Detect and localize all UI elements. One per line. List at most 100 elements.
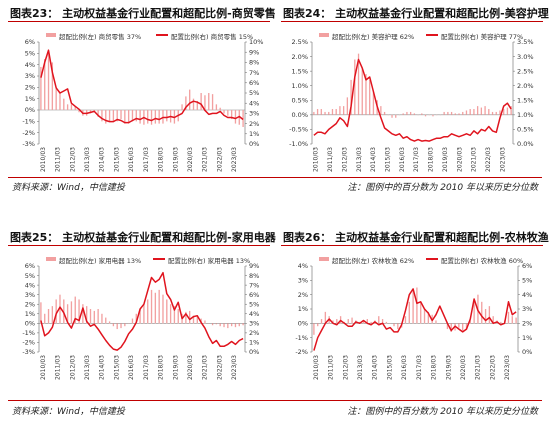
overweight-bar xyxy=(196,100,198,110)
overweight-bar xyxy=(336,319,338,324)
overweight-bar xyxy=(488,109,490,115)
left-tick-label: 3% xyxy=(25,291,35,299)
x-tick-label: 2014/03 xyxy=(99,355,106,380)
left-tick-label: -3% xyxy=(22,140,35,148)
right-tick-label: 8% xyxy=(249,59,259,67)
overweight-bar xyxy=(124,110,126,124)
overweight-bar xyxy=(63,299,65,324)
x-tick-label: 2019/03 xyxy=(442,147,449,172)
x-tick-label: 2020/03 xyxy=(187,355,194,380)
overweight-bar xyxy=(503,109,505,115)
overweight-bar xyxy=(97,110,99,117)
overweight-bar xyxy=(495,111,497,115)
allocation-line xyxy=(40,49,244,124)
legend-bar-swatch xyxy=(46,257,56,261)
x-tick-label: 2011/03 xyxy=(328,355,335,380)
right-tick-label: 2% xyxy=(522,320,532,328)
left-tick-label: 2% xyxy=(298,291,308,299)
x-tick-label: 2020/03 xyxy=(187,147,194,172)
source-note: 资料来源：Wind，中信建投 xyxy=(12,183,125,193)
overweight-bar xyxy=(158,110,160,124)
x-tick-label: 2016/03 xyxy=(399,147,406,172)
overweight-bar xyxy=(351,317,353,324)
overweight-bar xyxy=(59,294,61,324)
overweight-bar xyxy=(469,320,471,324)
overweight-bar xyxy=(507,311,510,324)
overweight-bar xyxy=(101,313,103,324)
legend-line-swatch xyxy=(153,258,165,260)
right-tick-label: 1.5% xyxy=(517,96,534,104)
overweight-bar xyxy=(192,315,195,324)
overweight-bar xyxy=(66,104,69,110)
x-tick-label: 2018/03 xyxy=(428,147,435,172)
left-tick-label: 1.0% xyxy=(291,82,308,90)
chart-beauty: -1.0% -0.5% 0.0% 0.5% 1.0% 1.5% 2.0% 2.5% 0.0% 0.… xyxy=(289,38,534,172)
overweight-bar xyxy=(131,110,134,122)
left-tick-label: -1% xyxy=(22,118,35,126)
overweight-bar xyxy=(350,79,352,115)
percentile-note: 注：图例中的百分数为 2010 年以来历史分位数 xyxy=(347,407,538,417)
left-tick-label: -2% xyxy=(22,129,35,137)
overweight-bar xyxy=(105,110,107,124)
x-tick-label: 2011/03 xyxy=(327,147,334,172)
left-tick-label: 3% xyxy=(298,277,308,285)
left-tick-label: 6% xyxy=(25,262,35,270)
right-tick-label: 6% xyxy=(522,262,532,270)
right-tick-label: 1% xyxy=(522,334,532,342)
right-tick-label: 5% xyxy=(249,89,259,97)
x-tick-label: 2022/03 xyxy=(485,147,492,172)
overweight-bar xyxy=(313,323,315,335)
overweight-bar xyxy=(500,321,502,324)
overweight-bar xyxy=(370,321,372,324)
left-tick-label: 4% xyxy=(25,61,35,69)
x-tick-label: 2022/03 xyxy=(216,355,223,380)
overweight-bar xyxy=(166,299,168,324)
x-tick-label: 2022/03 xyxy=(489,355,496,380)
right-tick-label: 10% xyxy=(249,38,263,46)
legend-line-swatch xyxy=(426,258,438,260)
right-tick-label: 9% xyxy=(249,262,259,270)
overweight-bar xyxy=(70,301,73,324)
overweight-bar xyxy=(215,104,218,110)
overweight-bar xyxy=(227,323,229,329)
left-tick-label: 2% xyxy=(25,300,35,308)
overweight-bar xyxy=(127,110,130,124)
overweight-bar xyxy=(332,320,334,324)
chart-panel-agriculture: 图表26： 主动权益基金行业配置和超配比例-农林牧渔 超配比例(左) 农林牧渔 … xyxy=(281,228,549,398)
x-tick-label: 2021/03 xyxy=(475,355,482,380)
x-tick-label: 2016/03 xyxy=(128,147,135,172)
overweight-bar xyxy=(506,107,509,115)
overweight-bar xyxy=(135,313,137,324)
x-tick-label: 2023/03 xyxy=(231,355,238,380)
overweight-bar xyxy=(189,89,191,110)
overweight-bar xyxy=(63,98,65,110)
x-tick-label: 2023/03 xyxy=(499,147,506,172)
legend-line-label: 配置比例(右) 家用电器 13% xyxy=(168,257,251,265)
overweight-bar xyxy=(339,316,342,324)
overweight-bar xyxy=(143,304,145,324)
allocation-line xyxy=(313,58,512,142)
overweight-bar xyxy=(462,111,464,115)
overweight-bar xyxy=(82,304,84,324)
overweight-bar xyxy=(51,306,54,324)
overweight-bar xyxy=(447,111,449,115)
overweight-bar xyxy=(173,306,176,324)
right-tick-label: 3.0% xyxy=(517,53,534,61)
overweight-bar xyxy=(458,323,460,328)
overweight-bar xyxy=(66,304,69,324)
overweight-bar xyxy=(131,318,134,324)
overweight-bar xyxy=(488,306,491,324)
overweight-bar xyxy=(465,323,468,330)
overweight-bar xyxy=(78,110,80,113)
right-tick-label: 4% xyxy=(249,99,259,107)
overweight-bar xyxy=(89,309,92,324)
chart-agriculture: -2% -1% 0% 1% 2% 3% 4% 0% 1% 2% 3% 4% 5% 6% 2010/03 201… xyxy=(295,262,532,380)
overweight-bar xyxy=(215,323,218,325)
x-tick-label: 2021/03 xyxy=(202,355,209,380)
overweight-bar xyxy=(446,323,449,330)
legend-line-swatch xyxy=(156,34,168,36)
right-tick-label: 2.0% xyxy=(517,82,534,90)
overweight-bar xyxy=(139,110,141,124)
right-tick-label: 2.5% xyxy=(517,67,534,75)
x-tick-label: 2010/03 xyxy=(313,147,320,172)
